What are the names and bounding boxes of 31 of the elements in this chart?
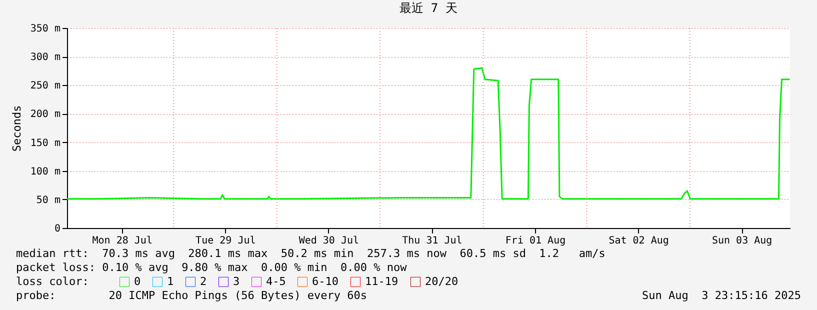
y-tick-label: 300 m [30, 52, 60, 64]
legend-label: 6-10 [312, 274, 338, 288]
y-tick-label: 150 m [30, 138, 60, 149]
x-tick-label: Sat 02 Aug [608, 236, 669, 246]
y-tick-label: 250 m [30, 80, 60, 92]
y-axis-title: Seconds [10, 105, 24, 152]
legend-title: loss color: [16, 275, 89, 288]
x-tick-label: Wed 30 Jul [298, 236, 360, 246]
y-tick-label: 50 m [36, 194, 60, 206]
line-series [66, 67, 791, 200]
x-tick-label: Fri 01 Aug [505, 236, 566, 246]
legend-label: 2 [200, 274, 207, 288]
legend-label: 1 [167, 274, 174, 288]
legend-label: 20/20 [425, 274, 458, 288]
legend-label: 0 [134, 274, 141, 288]
text: probe: 20 ICMP Echo Pings (56 Bytes) every 60s [16, 289, 367, 302]
x-tick-label: Mon 28 Jul [92, 236, 152, 246]
legend-label: 4-5 [266, 274, 286, 288]
legend-label: 3 [233, 274, 240, 288]
text: packet loss: 0.10 % avg 9.80 % max 0.00 % min 0.00 % now [16, 261, 407, 274]
chart-title: 最近 7 天 [400, 1, 458, 15]
y-tick-label: 200 m [30, 109, 60, 120]
y-tick-label: 350 m [30, 24, 60, 34]
legend-label: 11-19 [365, 274, 398, 288]
x-tick-label: Sun 03 Aug [712, 236, 772, 246]
x-tick-label: Tue 29 Jul [196, 236, 256, 246]
y-tick-label: 0 [54, 224, 60, 234]
text: Sun Aug 3 23:15:16 2025 [642, 289, 801, 302]
x-tick-label: Thu 31 Jul [402, 236, 462, 246]
text: median rtt: 70.3 ms avg 280.1 ms max 50.2 ms min 257.3 ms now 60.5 ms sd 1.2 am/s [16, 247, 606, 260]
y-tick-label: 100 m [30, 166, 60, 178]
